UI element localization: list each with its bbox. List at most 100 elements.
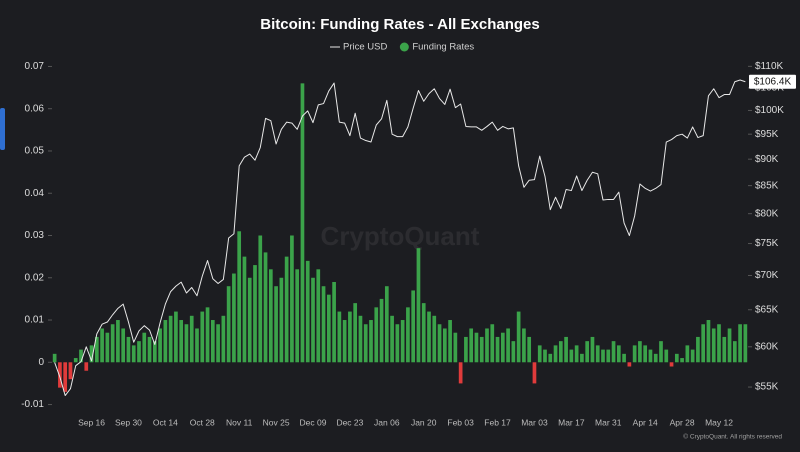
funding-bar bbox=[142, 332, 147, 363]
x-tick-label: Jan 06 bbox=[374, 417, 400, 427]
y2-tick-label: $70K bbox=[755, 270, 779, 281]
funding-bar bbox=[511, 341, 516, 363]
x-tick-label: Apr 14 bbox=[633, 417, 658, 427]
funding-bar bbox=[558, 341, 563, 363]
funding-bar bbox=[116, 320, 120, 363]
funding-bar bbox=[311, 277, 315, 363]
funding-bar bbox=[84, 362, 89, 371]
funding-bar bbox=[490, 324, 495, 363]
x-tick-label: Feb 17 bbox=[484, 417, 511, 427]
x-tick-label: Dec 23 bbox=[336, 417, 363, 427]
funding-bar bbox=[516, 311, 521, 363]
funding-bar bbox=[126, 336, 131, 363]
funding-bar bbox=[242, 256, 247, 363]
y-tick-label: 0.04 bbox=[25, 188, 45, 199]
funding-bar bbox=[163, 320, 168, 363]
funding-bar bbox=[427, 311, 431, 363]
funding-bar bbox=[316, 269, 321, 363]
funding-bar bbox=[622, 353, 626, 363]
funding-bar bbox=[548, 353, 553, 363]
funding-bar bbox=[453, 332, 458, 363]
x-tick-label: Dec 09 bbox=[300, 417, 327, 427]
x-tick-label: Oct 28 bbox=[190, 417, 215, 427]
funding-bar bbox=[295, 269, 300, 363]
funding-bar bbox=[58, 362, 62, 388]
funding-bar bbox=[416, 248, 421, 363]
funding-bar bbox=[274, 286, 278, 363]
funding-bar bbox=[458, 362, 463, 384]
funding-bar bbox=[337, 311, 342, 363]
funding-bar bbox=[348, 311, 352, 363]
funding-bar bbox=[595, 345, 600, 363]
funding-bar bbox=[469, 328, 474, 363]
x-tick-label: Jan 20 bbox=[411, 417, 437, 427]
funding-bar bbox=[358, 315, 363, 363]
funding-bar bbox=[253, 265, 257, 363]
funding-bar bbox=[395, 324, 400, 363]
funding-bar bbox=[606, 349, 611, 363]
funding-bar bbox=[711, 328, 716, 363]
y2-tick-label: $60K bbox=[755, 341, 779, 352]
funding-bar bbox=[506, 328, 510, 363]
side-tab[interactable] bbox=[0, 108, 5, 150]
legend-label: Price USD bbox=[343, 42, 387, 53]
x-tick-label: Feb 03 bbox=[447, 417, 474, 427]
funding-bar bbox=[574, 345, 579, 363]
funding-bar bbox=[226, 286, 231, 363]
funding-bar bbox=[500, 332, 505, 363]
funding-bar bbox=[363, 324, 368, 363]
funding-bar bbox=[158, 328, 162, 363]
funding-bar bbox=[384, 286, 389, 363]
funding-bar bbox=[717, 324, 721, 363]
x-tick-label: Nov 11 bbox=[226, 417, 253, 427]
funding-bar bbox=[290, 235, 294, 363]
funding-bar bbox=[685, 345, 690, 363]
funding-bar bbox=[495, 336, 500, 363]
funding-bar bbox=[527, 336, 532, 363]
funding-bar bbox=[616, 345, 621, 363]
y-tick-label: -0.01 bbox=[21, 399, 44, 410]
funding-bar bbox=[152, 341, 157, 363]
funding-bar bbox=[374, 307, 379, 363]
funding-bar bbox=[406, 307, 410, 363]
funding-bar bbox=[205, 307, 210, 363]
funding-bar bbox=[210, 320, 215, 363]
funding-bar bbox=[195, 328, 199, 363]
funding-bar bbox=[284, 256, 289, 363]
funding-bar bbox=[437, 324, 442, 363]
funding-bar bbox=[390, 315, 394, 363]
funding-bar bbox=[369, 320, 373, 363]
funding-bar bbox=[627, 362, 632, 367]
y2-tick-label: $80K bbox=[755, 208, 779, 219]
y2-tick-label: $110K bbox=[755, 61, 784, 72]
funding-bar bbox=[353, 303, 358, 363]
funding-bar bbox=[701, 324, 706, 363]
funding-bar bbox=[73, 358, 78, 363]
chart-title: Bitcoin: Funding Rates - All Exchanges bbox=[260, 16, 539, 33]
funding-bar bbox=[400, 320, 405, 363]
funding-bar bbox=[268, 269, 273, 363]
funding-bar bbox=[601, 349, 605, 363]
funding-bar bbox=[611, 341, 616, 363]
funding-bar bbox=[738, 324, 742, 363]
funding-bar bbox=[105, 332, 110, 363]
funding-bar bbox=[522, 328, 526, 363]
funding-bar bbox=[479, 336, 484, 363]
funding-bar bbox=[279, 277, 284, 363]
x-tick-label: Sep 16 bbox=[78, 417, 105, 427]
funding-bar bbox=[342, 320, 347, 363]
funding-bar bbox=[168, 315, 173, 363]
funding-bar bbox=[638, 341, 642, 363]
funding-bar bbox=[706, 320, 711, 363]
funding-bar bbox=[232, 273, 236, 363]
funding-bar bbox=[485, 328, 489, 363]
watermark: CryptoQuant bbox=[321, 221, 480, 251]
price-tag-box bbox=[749, 74, 796, 89]
funding-bar bbox=[653, 353, 658, 363]
funding-bar bbox=[52, 353, 57, 363]
funding-bar bbox=[664, 349, 669, 363]
funding-bar bbox=[580, 353, 584, 363]
funding-bar bbox=[411, 290, 416, 363]
